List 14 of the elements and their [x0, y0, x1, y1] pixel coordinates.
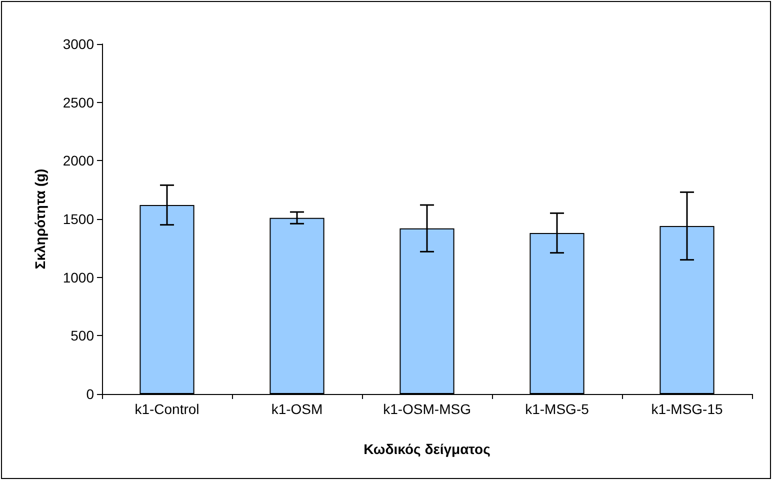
y-tick-label: 0 — [86, 386, 94, 402]
y-tick-label: 1500 — [62, 211, 94, 227]
x-axis-title: Κωδικός δείγματος — [364, 441, 490, 457]
y-tick-label: 1000 — [62, 269, 94, 286]
y-tick-label: 2500 — [62, 94, 94, 110]
x-tick-label: k1-Control — [134, 401, 200, 417]
y-tick-label: 3000 — [62, 36, 94, 52]
y-tick-label: 500 — [70, 328, 94, 344]
x-tick-label: k1-MSG-15 — [651, 401, 723, 417]
x-tick-label: k1-OSM — [271, 401, 323, 417]
y-axis-title: Σκληρότητα (g) — [32, 168, 48, 270]
x-tick-label: k1-OSM-MSG — [383, 401, 471, 417]
y-tick-label: 2000 — [62, 152, 94, 169]
x-tick-label: k1-MSG-5 — [525, 401, 590, 417]
